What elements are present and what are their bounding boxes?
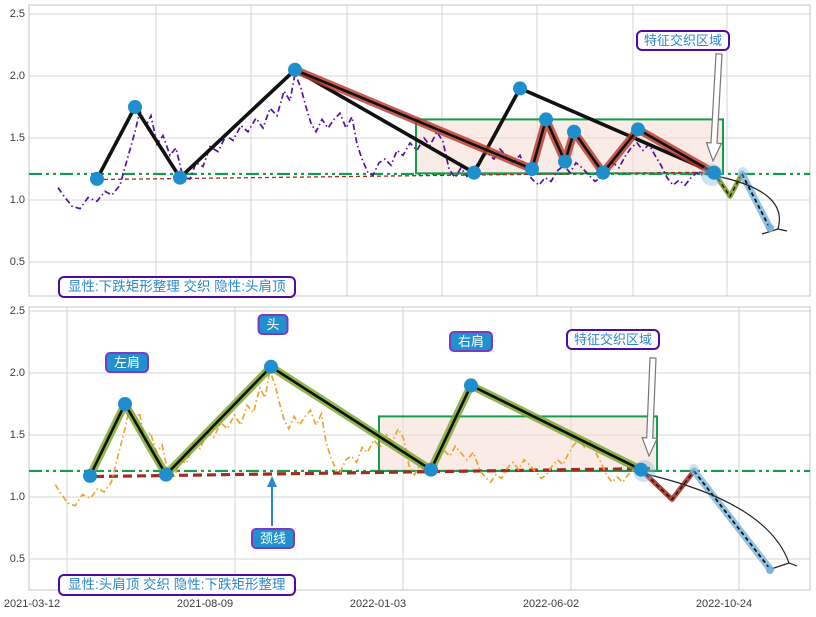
pivot-dot [128, 100, 142, 114]
breakdown-projection-line [741, 173, 771, 229]
curved-arrow-head [761, 228, 788, 235]
feature-zone-note-top: 特征交织区域 [635, 30, 731, 51]
pivot-dot [467, 165, 481, 180]
pivot-dot [464, 378, 478, 393]
neckline-arrow-head [267, 476, 277, 487]
pivot-dot [631, 122, 645, 137]
left-shoulder-tag: 左肩 [104, 352, 150, 373]
y-tick-label: 2.5 [9, 8, 25, 20]
panel-caption-bottom: 显性:头肩顶 交织 隐性:下跌矩形整理 [58, 574, 296, 596]
x-tick-label: 2022-10-24 [695, 598, 753, 610]
pivot-dot [707, 165, 721, 180]
price-line [57, 70, 715, 210]
curved-arrow [715, 175, 780, 230]
y-tick-label: 2.0 [9, 70, 25, 82]
x-tick-label: 2021-08-09 [176, 598, 234, 610]
feature-zone-note-bottom: 特征交织区域 [565, 329, 661, 350]
y-tick-label: 0.5 [9, 256, 25, 268]
head-tag: 头 [257, 314, 289, 335]
white-pointer-arrow [641, 357, 659, 458]
y-tick-label: 1.0 [9, 194, 25, 206]
price-line [54, 367, 650, 507]
y-tick-label: 1.5 [9, 429, 25, 441]
pivot-dot [173, 170, 187, 185]
x-tick-label: 2022-01-03 [349, 598, 407, 610]
projection-end-marker [766, 566, 774, 574]
tail-zigzag-line [640, 469, 695, 501]
projection-end-marker [766, 224, 774, 232]
y-tick-label: 1.0 [9, 491, 25, 503]
y-tick-label: 1.5 [9, 132, 25, 144]
pivot-dot [90, 171, 104, 186]
pivot-dot [596, 165, 610, 180]
breakdown-projection-glow [690, 467, 774, 573]
pivot-dot [567, 124, 581, 139]
pivot-dot [159, 467, 173, 482]
white-pointer-arrow [705, 53, 723, 163]
y-tick-label: 2.0 [9, 367, 25, 379]
neckline-dashed [94, 466, 653, 479]
curved-arrow [645, 473, 790, 564]
pivot-dot [264, 359, 278, 374]
panel-spine [28, 4, 811, 297]
panel-spine [28, 306, 811, 591]
falling-rectangle-explicit-line [293, 68, 716, 175]
pivot-dot [513, 81, 527, 96]
pivot-dot [539, 112, 553, 127]
pivot-dot [83, 468, 97, 483]
neckline-tag: 颈线 [250, 528, 296, 549]
neckline-dashed [96, 171, 717, 181]
curved-arrow-head [770, 562, 798, 570]
pivot-dot [424, 462, 438, 477]
y-tick-label: 2.5 [9, 305, 25, 317]
pivot-dot [634, 462, 648, 477]
y-tick-label: 0.5 [9, 553, 25, 565]
pivot-dot [118, 397, 132, 411]
x-tick-label: 2022-06-02 [522, 598, 580, 610]
panel-caption-top: 显性:下跌矩形整理 交织 隐性:头肩顶 [58, 276, 296, 298]
x-tick-label: 2021-03-12 [3, 598, 61, 610]
right-shoulder-tag: 右肩 [448, 331, 494, 352]
pivot-halo [689, 464, 699, 474]
pivot-dot [288, 62, 302, 77]
pivot-dot [525, 162, 539, 176]
pivot-dot [558, 154, 572, 169]
pivot-halo [738, 167, 748, 177]
